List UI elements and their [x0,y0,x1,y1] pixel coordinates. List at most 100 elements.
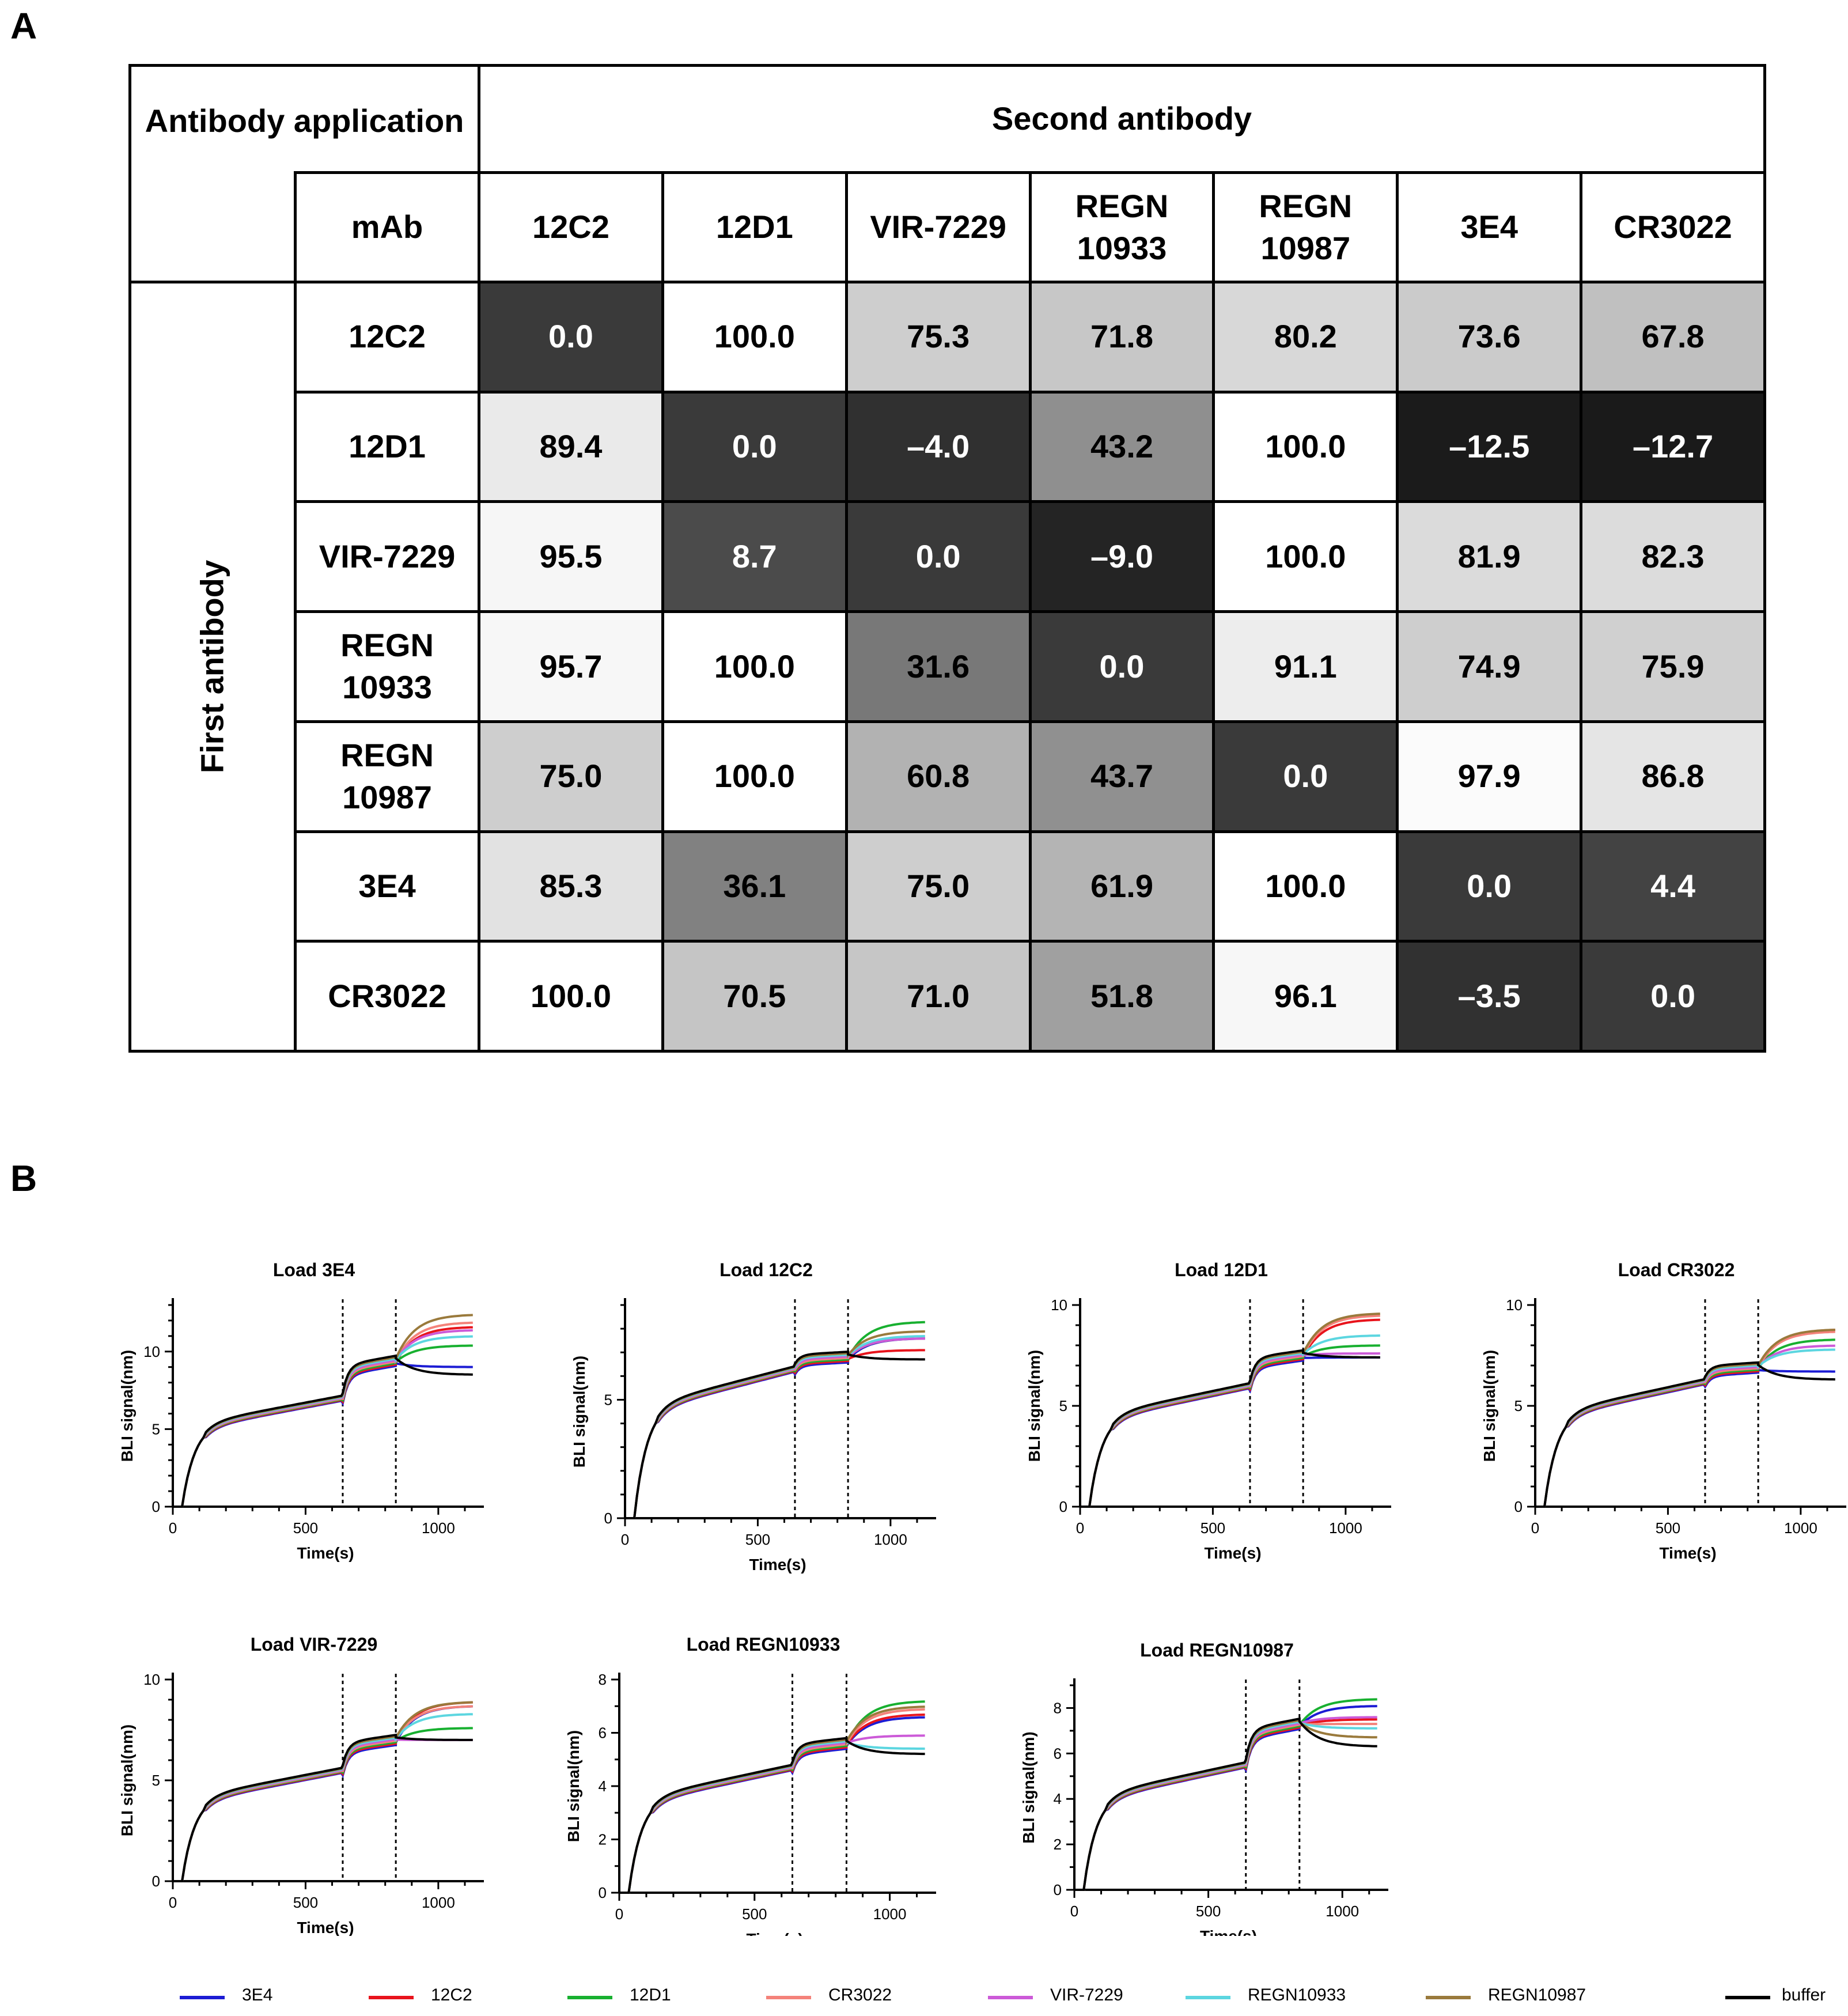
y-tick-label: 0 [599,1884,607,1901]
chart-5: Load REGN10933 0 500 1000 0 2 4 6 8 Time(s) BLI si… [565,1634,936,1936]
label-line1: 3E4 [358,867,416,904]
y-tick-label: 5 [1514,1397,1523,1414]
x-tick-label: 1000 [422,1519,455,1537]
value-cell: 0.0 [1212,720,1399,833]
y-tick-label: 0 [1059,1498,1067,1515]
chart-title: Load VIR-7229 [251,1634,378,1655]
legend-swatch [988,1996,1033,1999]
series-line-3e4 [1080,1356,1380,1508]
value-cell: 100.0 [478,940,664,1053]
table-row: REGN 10987 75.0 100.0 60.8 43.7 0.0 97.9 86.8 [130,720,1766,833]
value-cell: 4.4 [1580,830,1766,943]
y-tick-label: 5 [604,1391,612,1408]
value-cell: 0.0 [1580,940,1766,1053]
value-cell: –12.7 [1580,390,1766,504]
series-line-buffer [625,1350,925,1519]
value-cell: 75.9 [1580,610,1766,723]
series-line-regn10987 [1080,1313,1380,1508]
y-axis-label: BLI signal(nm) [1025,1350,1043,1462]
label-line1: VIR-7229 [319,538,456,574]
value-cell: 100.0 [1212,500,1399,614]
table-row: First antibody 12C2 0.0 100.0 75.3 71.8 80.2 73… [128,281,1766,1053]
x-tick-label: 500 [1656,1519,1680,1537]
value-cell: 75.0 [845,830,1032,943]
competition-table: Antibody application Second antibody mAb 12… [128,64,1766,1053]
series-line-cr3022 [625,1337,925,1519]
value-cell: –3.5 [1396,940,1583,1053]
series-line-12c2 [1074,1718,1377,1891]
chart-title: Load 3E4 [273,1259,355,1280]
legend-label: VIR-7229 [1050,1985,1123,2004]
chart-4: Load VIR-7229 0 500 1000 0 5 10 Time(s) BLI sign… [118,1634,484,1936]
column-header-12c2: 12C2 [478,171,664,283]
legend-label: 3E4 [242,1985,273,2004]
row-header-regn10933: REGN 10933 [293,610,481,723]
value-cell: 91.1 [1212,610,1399,723]
legend-label: 12C2 [431,1985,472,2004]
x-axis-label: Time(s) [297,1919,354,1936]
series-line-buffer [173,1354,473,1508]
y-tick-label: 10 [1051,1296,1067,1314]
series-line-3e4 [173,1361,473,1508]
series-line-cr3022 [1535,1330,1835,1508]
value-cell: 86.8 [1580,720,1766,833]
series-line-12c2 [619,1714,925,1894]
row-header-3e4: 3E4 [293,830,481,943]
x-axis-label: Time(s) [749,1556,806,1574]
value-cell: 8.7 [661,500,848,614]
column-header-cr3022: CR3022 [1580,171,1766,283]
value-cell: 85.3 [478,830,664,943]
legend-swatch [766,1996,811,1999]
value-cell: 31.6 [845,610,1032,723]
label-line1: REGN [340,627,434,664]
y-tick-label: 0 [152,1498,160,1515]
chart-title: Load 12C2 [719,1259,813,1280]
label-line1: CR3022 [328,977,446,1014]
legend-label: buffer [1782,1985,1826,2004]
series-line-regn10933 [173,1335,473,1508]
chart-2: Load 12D1 0 500 1000 0 5 10 Time(s) BLI signal(n… [1025,1259,1391,1562]
y-tick-label: 5 [152,1420,160,1438]
value-cell: 80.2 [1212,281,1399,394]
y-tick-label: 4 [1054,1790,1062,1807]
series-line-3e4 [173,1705,473,1882]
chart-1: Load 12C2 0 500 1000 0 5 Time(s) BLI signal(nm) [570,1259,936,1574]
x-tick-label: 1000 [422,1894,455,1911]
column-header-regn10987: REGN 10987 [1212,171,1399,283]
label-line1: 12D1 [349,428,426,465]
chart-title: Load 12D1 [1175,1259,1268,1280]
value-cell: 0.0 [478,281,664,394]
row-header-regn10987: REGN 10987 [293,720,481,833]
y-tick-label: 6 [599,1724,607,1742]
value-cell: 100.0 [661,281,848,394]
chart-6: Load REGN10987 0 500 1000 0 2 4 6 8 Time(s) BLI si… [1020,1640,1388,1936]
label-line1: 12C2 [349,318,426,355]
column-header-3e4: 3E4 [1396,171,1583,283]
x-tick-label: 0 [615,1905,623,1923]
y-axis-label: BLI signal(nm) [118,1350,136,1462]
series-line-vir-7229 [1535,1344,1835,1508]
x-axis-label: Time(s) [1200,1927,1257,1936]
legend-swatch [180,1996,225,1999]
value-cell: 71.8 [1028,281,1215,394]
y-tick-label: 0 [604,1510,612,1527]
row-header-vir-7229: VIR-7229 [293,500,481,614]
label-line1: REGN [340,736,434,773]
series-line-12d1 [173,1727,473,1882]
value-cell: 0.0 [1396,830,1583,943]
x-axis-label: Time(s) [746,1930,803,1936]
x-tick-label: 1000 [874,1531,907,1548]
value-cell: –12.5 [1396,390,1583,504]
chart-title: Load REGN10933 [687,1634,840,1655]
series-line-3e4 [1535,1368,1835,1508]
legend-label: 12D1 [630,1985,671,2004]
value-cell: 73.6 [1396,281,1583,394]
x-axis-label: Time(s) [1659,1544,1716,1562]
y-tick-label: 5 [1059,1397,1067,1414]
label-line1: 12C2 [532,209,609,245]
series-line-regn10987 [1535,1329,1835,1508]
chart-legend: 3E4 12C2 12D1 CR3022 VIR-7229 REGN10933 REGN10… [0,1982,1848,2011]
series-line-12d1 [1535,1338,1835,1508]
label-line2: 10987 [342,778,432,815]
chart-0: Load 3E4 0 500 1000 0 5 10 Time(s) BLI signal(nm… [118,1259,484,1562]
